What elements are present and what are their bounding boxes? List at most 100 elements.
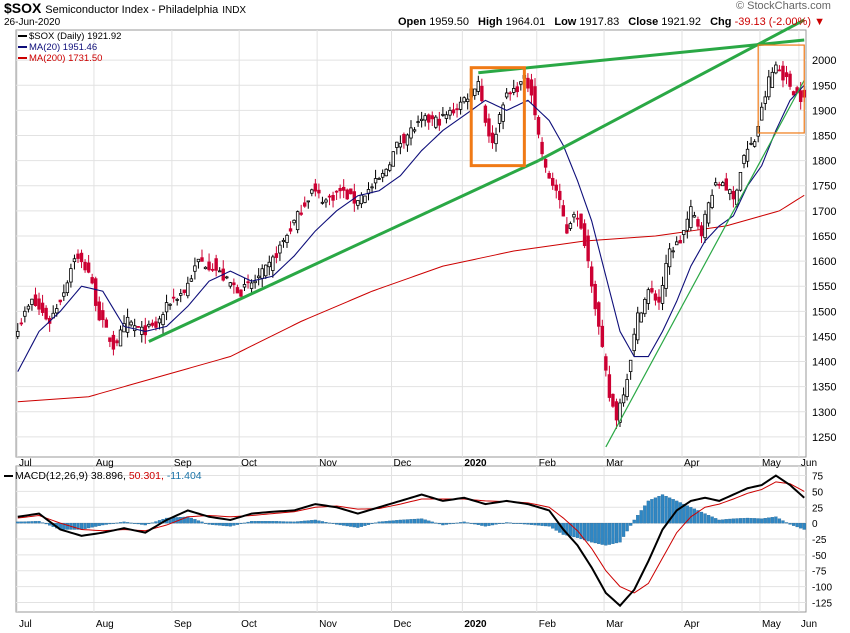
macd-histogram-bar	[395, 520, 399, 524]
macd-histogram-bar	[292, 521, 296, 524]
macd-histogram-bar	[359, 522, 364, 527]
macd-histogram-bar	[487, 522, 491, 526]
macd-histogram-bar	[104, 522, 108, 525]
candle-up	[742, 155, 746, 164]
macd-histogram-bar	[306, 520, 310, 524]
macd-line	[17, 474, 805, 608]
candle-down	[777, 69, 782, 72]
macd-histogram-bar	[193, 519, 197, 524]
symbol: $SOX	[4, 0, 42, 16]
candle-up	[320, 201, 325, 204]
price-tick-label: 1450	[812, 331, 836, 343]
candle-up	[476, 81, 481, 92]
candle-down	[717, 183, 721, 186]
macd-histogram-bar	[551, 522, 555, 529]
candle-up	[494, 133, 498, 145]
candle-up	[462, 97, 466, 103]
macd-histogram-bar	[349, 522, 353, 527]
macd-histogram-bar	[696, 510, 700, 524]
macd-histogram-bar	[522, 522, 526, 525]
candle-down	[558, 190, 562, 201]
candle-down	[150, 322, 155, 326]
candle-down	[696, 219, 700, 227]
candle-down	[338, 187, 342, 192]
candle-up	[671, 250, 675, 253]
price-tick-label: 1900	[812, 105, 836, 117]
macd-tick-label: -50	[812, 551, 827, 562]
candle-up	[228, 282, 233, 287]
macd-histogram-bar	[590, 522, 594, 543]
macd-histogram-bar	[210, 522, 215, 525]
candle-down	[427, 114, 431, 123]
high-label: High	[478, 16, 503, 28]
candle-up	[168, 303, 172, 306]
macd-histogram-bar	[529, 522, 534, 525]
candle-down	[143, 325, 148, 336]
candle-up	[125, 316, 130, 333]
candle-up	[186, 282, 190, 297]
price-tick-label: 1350	[812, 382, 836, 394]
candle-up	[760, 106, 764, 121]
macd-histogram-bar	[621, 522, 626, 537]
candle-up	[256, 275, 261, 279]
macd-histogram-bar	[533, 522, 537, 526]
macd-histogram-bar	[614, 522, 619, 544]
macd-histogram-bar	[497, 522, 502, 524]
chart-date: 26-Jun-2020	[4, 17, 61, 28]
macd-histogram-bar	[490, 522, 495, 526]
macd-histogram-bar	[657, 496, 661, 524]
macd-histogram-bar	[150, 522, 155, 524]
candle-down	[547, 173, 551, 179]
macd-histogram-bar	[366, 522, 371, 525]
macd-histogram-bar	[437, 522, 441, 525]
macd-histogram-bar	[632, 519, 636, 524]
candle-down	[611, 393, 615, 407]
candle-down	[101, 310, 105, 321]
macd-histogram-bar	[731, 518, 735, 524]
candle-down	[565, 224, 569, 234]
macd-histogram-bar	[373, 522, 378, 524]
macd-histogram-bar	[586, 522, 590, 542]
candle-up	[253, 280, 257, 284]
macd-histogram-bar	[72, 522, 77, 530]
macd-month-label: Oct	[241, 619, 257, 630]
price-month-label: Aug	[96, 458, 114, 469]
macd-histogram-bar	[788, 522, 792, 525]
open-value: 1959.50	[429, 16, 469, 28]
price-month-label: Mar	[606, 458, 624, 469]
candle-up	[519, 81, 523, 85]
candle-up	[310, 189, 314, 194]
macd-histogram-bar	[186, 516, 190, 524]
price-tick-label: 1300	[812, 407, 836, 419]
candle-up	[267, 261, 271, 268]
macd-histogram-bar	[352, 522, 356, 528]
macd-histogram-bar	[313, 519, 317, 524]
price-month-label: Feb	[539, 458, 557, 469]
candle-up	[749, 142, 753, 145]
candle-up	[249, 282, 254, 289]
macd-histogram-bar	[111, 522, 116, 524]
candle-down	[515, 86, 519, 93]
macd-histogram-bar	[44, 522, 48, 525]
macd-histogram-bar	[554, 522, 558, 531]
price-tick-label: 1800	[812, 156, 836, 168]
candle-up	[721, 182, 725, 187]
candle-up	[363, 195, 367, 203]
macd-month-label: Dec	[394, 619, 412, 630]
price-month-label: Oct	[241, 458, 257, 469]
ohlc-readout: Open 1959.50 High 1964.01 Low 1917.83 Cl…	[398, 16, 825, 28]
macd-histogram-bar	[402, 519, 406, 524]
candle-down	[274, 253, 279, 258]
macd-histogram-bar	[434, 522, 438, 524]
macd-month-label: May	[762, 619, 781, 630]
candle-up	[504, 92, 509, 98]
candle-up	[628, 359, 633, 373]
candle-up	[710, 194, 714, 208]
candle-up	[30, 298, 34, 305]
legend-price-swatch	[18, 35, 27, 38]
macd-histogram-bar	[405, 519, 410, 524]
price-panel-frame	[15, 29, 807, 458]
macd-tick-label: 75	[812, 472, 824, 483]
macd-histogram-bar	[274, 521, 279, 524]
